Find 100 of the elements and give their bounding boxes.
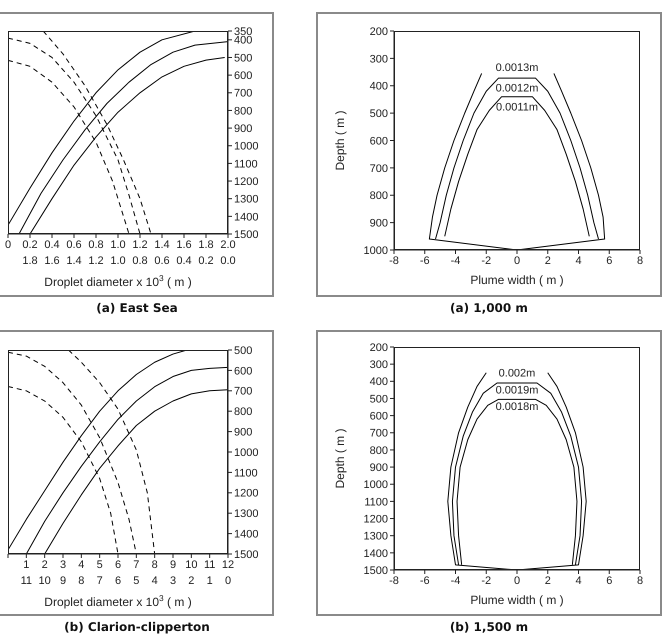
x2-tick-label: 0.0: [220, 255, 236, 267]
x-tick-label: 0: [4, 238, 12, 251]
x-tick-label: 8: [636, 254, 644, 267]
y-tick-label: 1000: [234, 446, 258, 459]
x-tick-label: 5: [96, 558, 103, 571]
x-tick-label: 1.6: [176, 238, 192, 251]
annotation: 0.0018m: [496, 400, 538, 413]
y-tick-label: 1200: [234, 488, 258, 500]
x-tick-label: 0.6: [66, 238, 82, 251]
x-tick-label: 6: [606, 254, 612, 267]
y-axis-title: Depth ( m ): [333, 110, 347, 171]
y-tick-label: 700: [370, 428, 388, 440]
x-tick-label: 0.2: [22, 238, 38, 251]
y-tick-label: 800: [234, 406, 252, 418]
x-tick-label: 0: [514, 574, 520, 587]
y-tick-label: 1500: [364, 564, 388, 577]
y-tick-label: 1300: [364, 530, 388, 543]
y-tick-label: 500: [234, 344, 252, 357]
x-tick-label: 4: [78, 558, 84, 571]
y-tick-label: 300: [370, 53, 388, 66]
x-tick-label: 1.2: [132, 238, 148, 251]
y-tick-label: 600: [370, 135, 388, 148]
text: (b) Clarion-clipperton: [63, 620, 211, 634]
y-tick-label: 1400: [364, 548, 388, 560]
x-tick-label: -6: [420, 574, 430, 587]
x-tick-label: 2: [544, 254, 551, 267]
annotation: 0.0012m: [496, 82, 538, 94]
y-tick-label: 600: [234, 70, 252, 82]
y-tick-label: 700: [234, 88, 252, 100]
y-tick-label: 900: [370, 218, 388, 230]
y-tick-label: 800: [234, 105, 252, 118]
x-axis-title: Plume width ( m ): [470, 593, 564, 607]
y-tick-label: 1300: [234, 508, 258, 520]
x-axis-title: Plume width ( m ): [470, 273, 564, 287]
x-tick-label: -2: [481, 574, 492, 587]
x-tick-label: -8: [389, 254, 399, 267]
y-tick-label: 400: [370, 80, 388, 93]
y-tick-label: 1200: [234, 176, 258, 188]
y-tick-label: 600: [234, 365, 252, 378]
y-tick-label: 1300: [234, 194, 258, 206]
x-tick-label: 4: [575, 254, 582, 267]
y-tick-label: 900: [370, 462, 388, 474]
x-tick-label: -2: [481, 254, 492, 267]
x-tick-label: 2.0: [220, 238, 236, 251]
text: (a) 1,000 m: [449, 301, 529, 315]
x-tick-label: 6: [606, 574, 612, 587]
y-tick-label: 1000: [364, 244, 388, 257]
x-tick-label: -4: [450, 254, 460, 267]
y-tick-label: 1400: [234, 211, 258, 224]
annotation: 0.0013m: [496, 62, 538, 74]
x-axis-title: Droplet diameter x 10$^{3}$ ( m ): [44, 273, 192, 289]
y-tick-label: 1400: [234, 528, 258, 541]
x-tick-label: 12: [222, 558, 234, 571]
y-tick-label: 700: [370, 162, 388, 175]
y-tick-label: 200: [370, 342, 388, 354]
y-tick-label: 1100: [364, 496, 388, 508]
x-tick-label: -8: [389, 574, 399, 587]
x-tick-label: 0: [514, 254, 520, 267]
x-tick-label: 1.4: [154, 238, 170, 251]
y-tick-label: 400: [370, 376, 388, 388]
x-tick-label: 2: [42, 558, 48, 571]
y-tick-label: 1500: [234, 228, 258, 241]
x-axis-title: Droplet diameter x 10$^{3}$ ( m ): [44, 593, 192, 609]
x-tick-label: 6: [114, 558, 122, 571]
y-tick-label: 1100: [234, 467, 258, 480]
x-tick-label: -6: [420, 254, 430, 267]
x-tick-label: 0.4: [44, 238, 60, 251]
text: (a) East Sea: [95, 301, 179, 315]
y-tick-label: 800: [370, 444, 388, 457]
x-tick-label: 8: [636, 574, 644, 587]
x-tick-label: 9: [170, 558, 176, 571]
x-tick-label: 1.0: [110, 238, 126, 251]
y-tick-label: 500: [370, 393, 388, 406]
y-tick-label: 1200: [364, 513, 388, 526]
y-tick-label: 900: [234, 426, 252, 439]
y-tick-label: 400: [234, 34, 252, 47]
y-tick-label: 300: [370, 359, 388, 372]
x-tick-label: 3: [60, 558, 66, 571]
x-tick-label: 8: [152, 558, 158, 571]
x-tick-label: 2: [544, 574, 551, 587]
y-tick-label: 200: [370, 26, 388, 38]
y-tick-label: 1000: [234, 140, 258, 153]
x-tick-label: 1: [23, 558, 30, 571]
y-tick-label: 500: [370, 108, 388, 120]
y-tick-label: 800: [370, 190, 388, 202]
x-tick-label: 4: [575, 574, 582, 587]
annotation: 0.0019m: [496, 384, 538, 397]
x-tick-label: 7: [133, 558, 140, 571]
text: (b) 1,500 m: [448, 620, 530, 634]
y-tick-label: 500: [234, 52, 252, 64]
y-tick-label: 600: [370, 410, 388, 423]
y-tick-label: 1000: [364, 479, 388, 492]
x-tick-label: 1.8: [198, 238, 214, 251]
y-tick-label: 700: [234, 386, 252, 398]
x-tick-label: 10: [185, 558, 198, 571]
annotation: 0.0011m: [496, 102, 538, 114]
y-tick-label: 1100: [234, 158, 258, 170]
x-tick-label: 11: [204, 558, 216, 571]
x-tick-label: 0.8: [88, 238, 104, 251]
y-tick-label: 900: [234, 122, 252, 135]
